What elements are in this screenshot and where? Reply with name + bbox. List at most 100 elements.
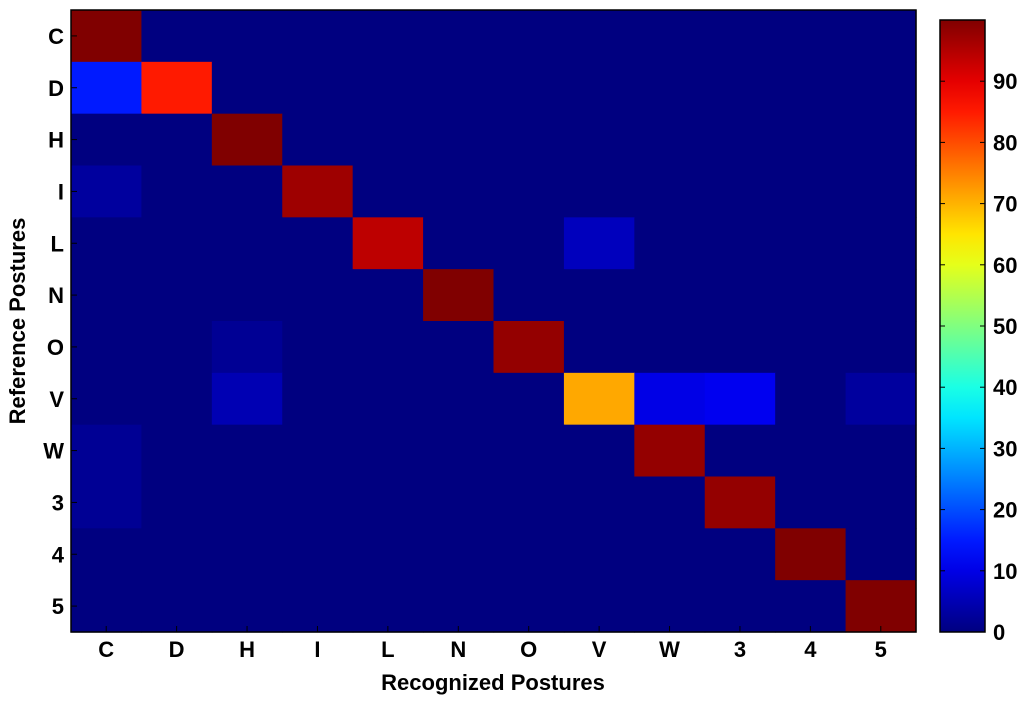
heatmap-cell-N-W [634, 269, 706, 322]
heatmap-cell-C-I [282, 10, 354, 63]
heatmap-cell-4-L [352, 528, 424, 581]
heatmap-cell-H-H [211, 113, 283, 167]
heatmap-cell-W-C [71, 424, 143, 478]
heatmap-cell-3-L [352, 476, 424, 529]
y-tick-label: C [48, 24, 64, 49]
heatmap-cell-D-L [352, 61, 424, 115]
heatmap-cell-4-3 [704, 528, 776, 581]
y-tick-label: I [58, 179, 64, 204]
heatmap-cell-3-5 [845, 476, 917, 529]
heatmap-cell-D-I [282, 61, 354, 115]
y-tick-label: 3 [52, 490, 64, 515]
heatmap-cell-H-W [634, 113, 706, 167]
heatmap-cell-I-4 [775, 165, 847, 218]
heatmap-cell-D-C [71, 61, 143, 115]
heatmap-cell-3-H [211, 476, 283, 529]
heatmap-cell-L-H [211, 217, 283, 270]
heatmap-cell-L-3 [704, 217, 776, 270]
heatmap-cell-C-V [563, 10, 635, 63]
heatmap-cell-L-L [352, 217, 424, 270]
colorbar-tick-label: 20 [993, 498, 1017, 523]
heatmap-cell-4-H [211, 528, 283, 581]
heatmap-cell-3-4 [775, 476, 847, 529]
heatmap-cell-N-V [563, 269, 635, 322]
heatmap-cell-C-H [211, 10, 283, 63]
heatmap-cell-4-V [563, 528, 635, 581]
heatmap-cell-3-N [423, 476, 495, 529]
heatmap-cell-V-D [141, 372, 213, 426]
heatmap-cell-5-I [282, 580, 354, 633]
heatmap-cell-V-O [493, 372, 565, 426]
heatmap-cell-W-V [563, 424, 635, 478]
heatmap-cell-D-W [634, 61, 706, 115]
heatmap-cell-I-D [141, 165, 213, 218]
heatmap-cell-O-I [282, 321, 354, 374]
heatmap-cell-3-D [141, 476, 213, 529]
heatmap-cell-O-W [634, 321, 706, 374]
heatmap-cell-H-C [71, 113, 143, 167]
heatmap-cell-N-O [493, 269, 565, 322]
heatmap-cell-5-N [423, 580, 495, 633]
colorbar-tick-label: 0 [993, 620, 1005, 645]
x-tick-label: D [169, 637, 185, 662]
heatmap-cell-O-N [423, 321, 495, 374]
colorbar-tick-label: 90 [993, 69, 1017, 94]
heatmap-cell-5-O [493, 580, 565, 633]
heatmap-cell-C-W [634, 10, 706, 63]
colorbar-tick-label: 10 [993, 559, 1017, 584]
heatmap-cell-5-V [563, 580, 635, 633]
heatmap-cell-W-I [282, 424, 354, 478]
colorbar [939, 19, 986, 633]
heatmap-cell-H-5 [845, 113, 917, 167]
heatmap-cell-4-I [282, 528, 354, 581]
heatmap-cell-I-N [423, 165, 495, 218]
heatmap-cell-5-W [634, 580, 706, 633]
heatmap-cell-L-D [141, 217, 213, 270]
heatmap-cell-L-W [634, 217, 706, 270]
heatmap-cell-L-O [493, 217, 565, 270]
heatmap-cell-C-5 [845, 10, 917, 63]
x-tick-label: I [314, 637, 320, 662]
colorbar-tick-label: 40 [993, 375, 1017, 400]
heatmap-cell-C-D [141, 10, 213, 63]
heatmap-cell-H-4 [775, 113, 847, 167]
heatmap-cell-H-O [493, 113, 565, 167]
heatmap-cell-5-D [141, 580, 213, 633]
heatmap-cell-4-C [71, 528, 143, 581]
heatmap-cell-O-H [211, 321, 283, 374]
heatmap-cell-4-N [423, 528, 495, 581]
heatmap-cell-I-3 [704, 165, 776, 218]
heatmap-cell-4-4 [775, 528, 847, 581]
heatmap-cell-W-H [211, 424, 283, 478]
heatmap-cell-L-5 [845, 217, 917, 270]
x-tick-label: V [592, 637, 607, 662]
x-tick-label: N [450, 637, 466, 662]
heatmap-cell-H-3 [704, 113, 776, 167]
heatmap-cell-V-L [352, 372, 424, 426]
heatmap-cell-H-L [352, 113, 424, 167]
heatmap-cell-V-3 [704, 372, 776, 426]
heatmap-cells [71, 10, 917, 633]
heatmap-cell-H-V [563, 113, 635, 167]
heatmap-cell-O-4 [775, 321, 847, 374]
x-tick-label: H [239, 637, 255, 662]
heatmap-cell-5-L [352, 580, 424, 633]
heatmap-cell-N-D [141, 269, 213, 322]
heatmap-cell-V-W [634, 372, 706, 426]
heatmap-cell-D-V [563, 61, 635, 115]
heatmap-cell-N-4 [775, 269, 847, 322]
heatmap-cell-N-L [352, 269, 424, 322]
heatmap-cell-I-V [563, 165, 635, 218]
heatmap-cell-N-3 [704, 269, 776, 322]
heatmap-cell-C-4 [775, 10, 847, 63]
x-tick-label: 3 [734, 637, 746, 662]
heatmap-cell-D-5 [845, 61, 917, 115]
heatmap-cell-D-4 [775, 61, 847, 115]
heatmap-cell-3-C [71, 476, 143, 529]
y-tick-label: O [47, 335, 64, 360]
heatmap-cell-5-H [211, 580, 283, 633]
heatmap-cell-4-5 [845, 528, 917, 581]
x-tick-label: L [381, 637, 394, 662]
heatmap-cell-I-L [352, 165, 424, 218]
heatmap-cell-D-H [211, 61, 283, 115]
